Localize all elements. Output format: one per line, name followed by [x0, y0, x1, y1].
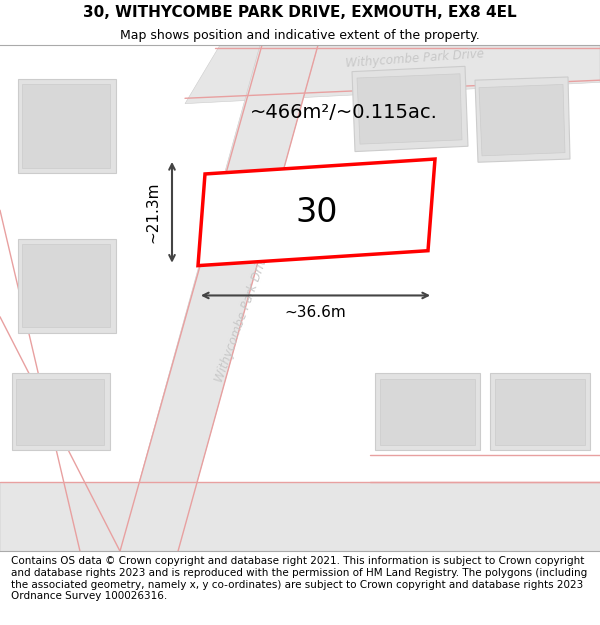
Polygon shape [352, 66, 468, 152]
Polygon shape [198, 159, 435, 266]
Text: Withycombe Park Drive: Withycombe Park Drive [345, 48, 485, 70]
Polygon shape [375, 373, 480, 450]
Polygon shape [18, 79, 116, 173]
Text: Withycombe Park Drive: Withycombe Park Drive [213, 249, 273, 384]
Polygon shape [22, 84, 110, 168]
Polygon shape [120, 45, 318, 551]
Text: ~36.6m: ~36.6m [284, 305, 346, 320]
Polygon shape [18, 239, 116, 332]
Text: 30, WITHYCOMBE PARK DRIVE, EXMOUTH, EX8 4EL: 30, WITHYCOMBE PARK DRIVE, EXMOUTH, EX8 … [83, 5, 517, 20]
Polygon shape [479, 84, 565, 156]
Polygon shape [495, 379, 585, 444]
Polygon shape [380, 379, 475, 444]
Polygon shape [475, 77, 570, 162]
Text: 30: 30 [295, 196, 338, 229]
Polygon shape [490, 373, 590, 450]
Text: ~21.3m: ~21.3m [145, 182, 160, 243]
Polygon shape [0, 482, 600, 551]
Polygon shape [22, 244, 110, 328]
Text: Contains OS data © Crown copyright and database right 2021. This information is : Contains OS data © Crown copyright and d… [11, 556, 587, 601]
Polygon shape [12, 373, 110, 450]
Polygon shape [185, 45, 600, 104]
Text: ~466m²/~0.115ac.: ~466m²/~0.115ac. [250, 102, 438, 122]
Polygon shape [357, 74, 462, 144]
Polygon shape [16, 379, 104, 444]
Text: Map shows position and indicative extent of the property.: Map shows position and indicative extent… [120, 29, 480, 42]
